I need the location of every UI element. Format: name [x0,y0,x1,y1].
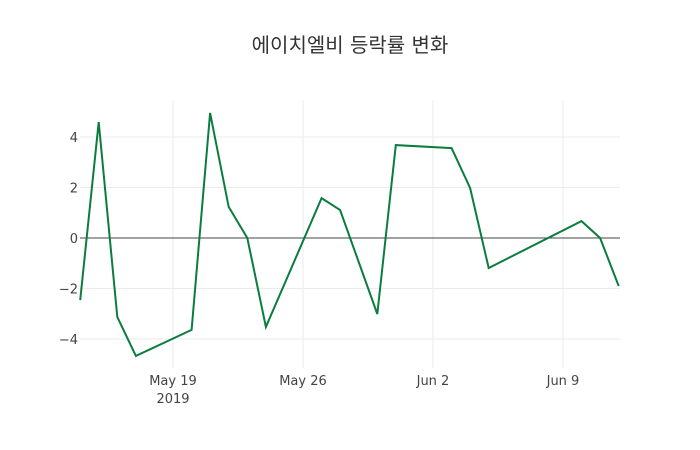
x-tick-label: Jun 2 [416,374,450,389]
x-tick-year: 2019 [156,392,189,407]
y-tick-label: −4 [59,333,78,348]
chart-title: 에이치엘비 등락률 변화 [251,33,449,57]
y-tick-label: 4 [70,131,78,146]
y-axis-ticks: −4 −2 0 2 4 [59,131,78,348]
y-tick-label: −2 [59,283,78,298]
gridlines [80,100,620,368]
series-line [79,112,620,358]
y-tick-label: 0 [70,232,78,247]
x-tick-label: May 19 [149,374,197,389]
x-axis-ticks: May 19 2019 May 26 Jun 2 Jun 9 [149,374,579,407]
x-tick-label: May 26 [279,374,327,389]
x-tick-label: Jun 9 [546,374,580,389]
y-tick-label: 2 [70,182,78,197]
